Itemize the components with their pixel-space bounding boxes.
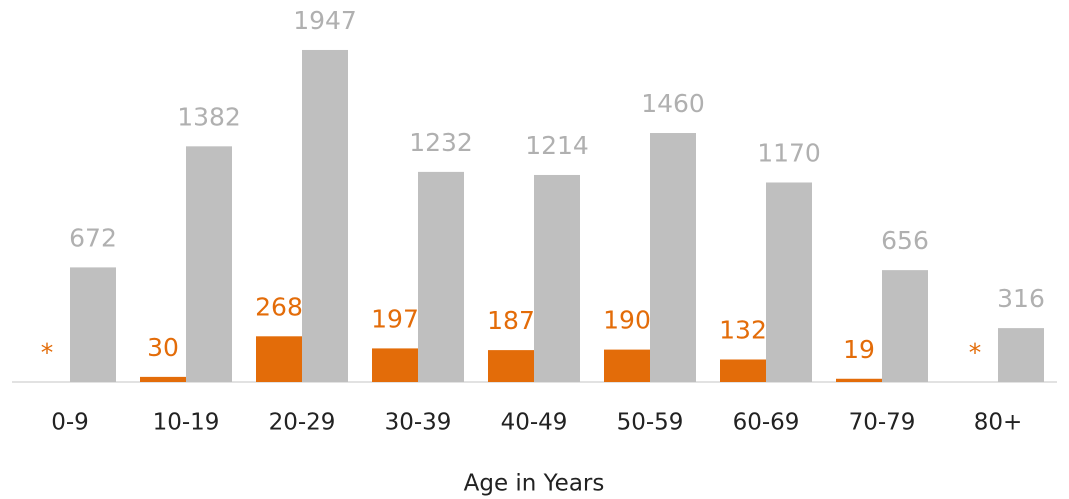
bar [650, 133, 696, 382]
value-label: 19 [843, 335, 875, 364]
bar [256, 336, 302, 382]
bar [70, 267, 116, 382]
x-tick-label: 30-39 [385, 410, 452, 436]
bar [720, 359, 766, 382]
bar [140, 376, 186, 382]
bar [534, 174, 580, 382]
value-label: 1214 [525, 131, 589, 160]
value-label: * [969, 338, 982, 367]
value-label: 656 [881, 226, 929, 255]
bar [302, 49, 348, 382]
value-label: 190 [603, 306, 651, 335]
value-label: 672 [69, 223, 117, 252]
value-label: 197 [371, 304, 419, 333]
x-tick-label: 50-59 [617, 410, 684, 436]
value-label: 268 [255, 292, 303, 321]
x-tick-label: 60-69 [733, 410, 800, 436]
value-label: 30 [147, 333, 179, 362]
x-tick-label: 0-9 [51, 410, 89, 436]
bar [488, 350, 534, 382]
value-label: 187 [487, 306, 535, 335]
x-tick-label: 80+ [974, 410, 1023, 436]
value-label: 1382 [177, 102, 241, 131]
bar [604, 349, 650, 382]
bar [882, 270, 928, 382]
x-tick-label: 70-79 [849, 410, 916, 436]
value-label: 1232 [409, 128, 473, 157]
value-label: 1947 [293, 6, 357, 35]
x-tick-label: 40-49 [501, 410, 568, 436]
x-axis-title: Age in Years [464, 471, 605, 497]
bar [766, 182, 812, 382]
bar [186, 146, 232, 382]
value-label: * [41, 338, 54, 367]
value-label: 132 [719, 315, 767, 344]
bar [836, 378, 882, 382]
bar [418, 171, 464, 382]
value-label: 1460 [641, 89, 705, 118]
bar [372, 348, 418, 382]
x-tick-label: 10-19 [153, 410, 220, 436]
value-label: 316 [997, 284, 1045, 313]
x-tick-label: 20-29 [269, 410, 336, 436]
value-label: 1170 [757, 138, 821, 167]
bar [998, 328, 1044, 382]
